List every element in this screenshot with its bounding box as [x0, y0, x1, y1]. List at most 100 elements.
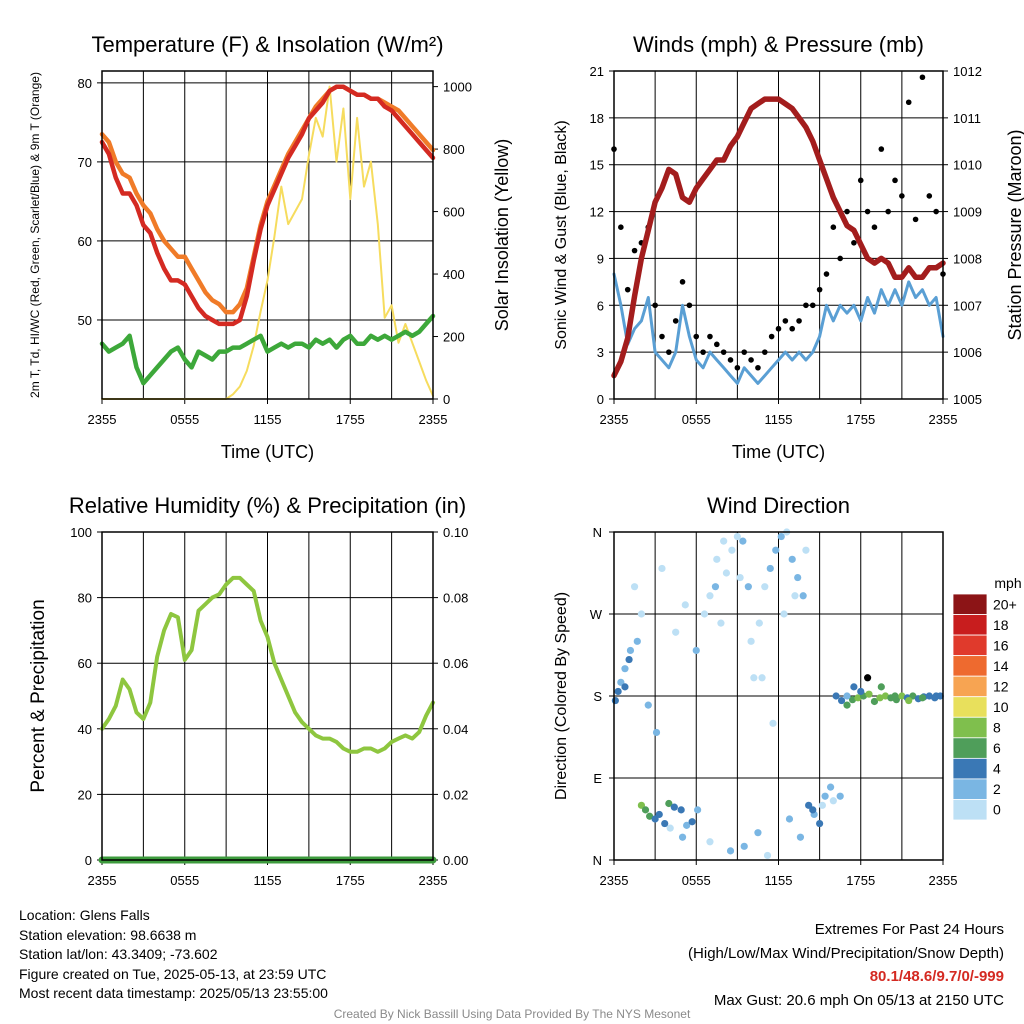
x-tick-label: 0555 [170, 873, 199, 888]
direction-point [843, 701, 851, 709]
direction-point [711, 583, 720, 591]
created-text: Figure created on Tue, 2025-05-13, at 23… [19, 965, 327, 982]
colorbar-label: 2 [993, 781, 1001, 797]
direction-point [722, 569, 731, 577]
gust-point [624, 286, 631, 293]
y2-tick-label: 1012 [953, 64, 982, 79]
direction-point [877, 683, 885, 691]
y2-tick-label: 0.00 [443, 853, 468, 868]
direction-point [818, 801, 826, 809]
station-info: Location: Glens Falls Station elevation:… [19, 906, 328, 1004]
gust-point [878, 146, 885, 152]
direction-point [761, 583, 769, 591]
y-tick-label: 70 [78, 155, 92, 170]
y2-axis-label: Solar Insolation (Yellow) [492, 139, 512, 331]
y-tick-label: 9 [597, 251, 604, 266]
chart-title: Wind Direction [707, 493, 850, 518]
gust-point [926, 193, 933, 199]
colorbar-title: mph [994, 575, 1021, 591]
x-tick-label: 2355 [419, 873, 448, 888]
gust-point [768, 333, 775, 340]
direction-point [854, 694, 862, 702]
pressure-line [611, 96, 946, 379]
extremes-values: 80.1/48.6/9.7/0/-999 [869, 968, 1004, 985]
gust-point [707, 333, 713, 340]
gust-point [679, 279, 686, 285]
y2-tick-label: 1008 [953, 251, 982, 266]
gust-point [672, 318, 679, 324]
gust-point [631, 247, 638, 254]
y2-tick-label: 600 [443, 205, 465, 220]
gust-point [720, 349, 727, 355]
latlon-text: Station lat/lon: 43.3409; -73.602 [19, 946, 218, 962]
direction-point [700, 610, 709, 618]
gust-point [618, 224, 624, 230]
y2-tick-label: 400 [443, 267, 465, 282]
gust-point [666, 349, 672, 355]
colorbar-label: 10 [993, 699, 1009, 715]
direction-point [794, 573, 802, 582]
credit-line: Created By Nick Bassill Using Data Provi… [333, 1007, 691, 1021]
x-tick-label: 0555 [170, 412, 199, 427]
direction-point [788, 555, 796, 563]
y2-tick-label: 0.04 [443, 722, 468, 737]
colorbar-label: 8 [993, 720, 1001, 736]
gust-point [686, 302, 693, 309]
x-tick-label: 1155 [765, 412, 793, 427]
direction-point [876, 694, 884, 702]
direction-point [658, 564, 666, 573]
y2-tick-label: 1007 [953, 298, 982, 313]
colorbar-label: 18 [993, 617, 1009, 633]
direction-point [692, 646, 700, 655]
colorbar-cell [952, 634, 988, 657]
location-text: Location: Glens Falls [19, 907, 150, 923]
colorbar-label: 16 [993, 637, 1009, 653]
plot-frame [101, 531, 434, 861]
gust-point [830, 224, 837, 230]
direction-point [881, 692, 890, 700]
direction-point [848, 696, 857, 704]
direction-point [644, 701, 652, 709]
gust-point [714, 341, 720, 348]
gust-point [899, 193, 905, 199]
gust-point [912, 216, 919, 223]
direction-point [633, 637, 641, 645]
gust-point [844, 208, 850, 215]
y-tick-label: E [593, 771, 602, 786]
y-tick-label: N [593, 853, 602, 868]
y-tick-label: 20 [78, 787, 92, 802]
x-tick-label: 2355 [600, 412, 629, 427]
direction-point [677, 806, 685, 814]
x-tick-label: 1155 [254, 873, 282, 888]
direction-point [706, 592, 714, 600]
y-tick-label: 50 [78, 313, 92, 328]
direction-point [809, 806, 817, 814]
x-tick-label: 2355 [929, 873, 958, 888]
direction-point [713, 555, 721, 563]
colorbar-cell [952, 757, 988, 780]
direction-point [843, 692, 851, 700]
direction-point [865, 690, 873, 698]
y-tick-label: 40 [78, 722, 92, 737]
colorbar-label: 20+ [993, 596, 1017, 612]
gust-point [741, 349, 748, 355]
x-tick-label: 2355 [88, 873, 117, 888]
direction-point [733, 532, 741, 541]
direction-point [728, 546, 736, 554]
y2-tick-label: 0.10 [443, 525, 468, 540]
y-tick-label: 100 [70, 525, 92, 540]
direction-point [641, 806, 650, 814]
direction-point [864, 674, 872, 682]
direction-point [720, 537, 728, 545]
direction-point [614, 687, 622, 696]
direction-point [802, 546, 810, 554]
chart-title: Temperature (F) & Insolation (W/m²) [91, 32, 443, 57]
direction-point [829, 797, 837, 805]
y-tick-label: 0 [597, 392, 604, 407]
direction-point [652, 728, 661, 737]
gust-point [748, 357, 754, 363]
y2-tick-label: 1005 [953, 392, 982, 407]
recent-data-text: Most recent data timestamp: 2025/05/13 2… [19, 985, 328, 1001]
direction-point [925, 692, 933, 700]
x-tick-label: 2355 [88, 412, 117, 427]
